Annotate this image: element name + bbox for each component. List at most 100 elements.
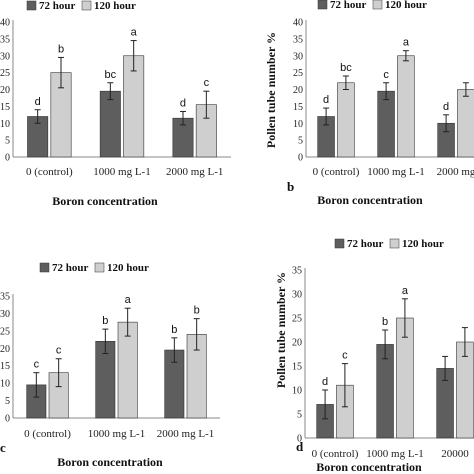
bar-72h <box>99 90 121 158</box>
y-tick-label: 10 <box>0 119 10 130</box>
bar-72h <box>377 90 395 158</box>
x-tick-label: 2000 mg <box>437 166 474 178</box>
y-axis-label: Pollen tube number % <box>274 272 288 388</box>
bar-120h <box>397 55 415 158</box>
x-tick-label: 0 (control) <box>26 166 73 178</box>
y-tick-label: 30 <box>293 51 303 62</box>
y-tick-label: 10 <box>0 379 10 390</box>
significance-label: d <box>323 94 329 106</box>
significance-label: d <box>180 97 186 109</box>
legend-label: 120 hour <box>107 262 149 274</box>
significance-label: c <box>383 69 389 81</box>
x-tick-label: 2000 mg L-1 <box>166 166 223 178</box>
significance-label: b <box>102 315 108 327</box>
legend-swatch-72h <box>334 238 345 249</box>
y-tick-label: 10 <box>293 119 303 130</box>
x-tick-label: 20000 <box>441 448 469 460</box>
y-tick-label: 5 <box>297 410 302 421</box>
panel-label: b <box>287 179 294 194</box>
x-tick-label: 1000 mg L-1 <box>93 166 150 178</box>
chart-panel-3: 0 5 10 15 20 25 30 35 c c 0 (control) b a 1000 mg L-1… <box>0 262 220 469</box>
y-tick-label: 15 <box>293 102 303 113</box>
y-tick-label: 25 <box>0 326 10 337</box>
x-axis-label: Boron concentration <box>57 455 163 469</box>
legend-label: 72 hour <box>347 238 383 250</box>
legend-label: 72 hour <box>330 0 366 11</box>
y-tick-label: 5 <box>5 136 10 147</box>
x-tick-label: 0 (control) <box>24 428 71 440</box>
legend-label: 72 hour <box>52 262 88 274</box>
panel-label: c <box>0 440 6 455</box>
significance-label: c <box>34 359 40 371</box>
y-tick-label: 30 <box>0 51 10 62</box>
significance-label: bc <box>340 62 352 74</box>
x-tick-label: 1000 mg L-1 <box>367 166 424 178</box>
y-tick-label: 0 <box>5 153 10 164</box>
legend-label: 120 hour <box>385 0 427 11</box>
significance-label: bc <box>105 69 117 81</box>
legend-label: 72 hour <box>39 0 75 12</box>
significance-label: a <box>125 294 132 306</box>
significance-label: c <box>342 350 348 362</box>
y-tick-label: 10 <box>292 386 302 397</box>
y-tick-label: 0 <box>297 434 302 445</box>
y-tick-label: 5 <box>298 136 303 147</box>
x-tick-label: 1000 mg L-1 <box>366 448 423 460</box>
y-tick-label: 35 <box>0 292 10 303</box>
legend-label: 120 hour <box>94 0 136 12</box>
x-tick-label: 2000 mg L-1 <box>157 428 214 440</box>
y-tick-label: 15 <box>0 361 10 372</box>
legend-swatch-120h <box>94 262 105 273</box>
legend-swatch-120h <box>372 0 383 10</box>
legend-swatch-72h <box>39 262 50 273</box>
significance-label: c <box>56 345 62 357</box>
y-tick-label: 0 <box>298 153 303 164</box>
y-tick-label: 35 <box>0 34 10 45</box>
x-tick-label: 0 (control) <box>313 166 360 178</box>
chart-panel-1: 0 5 10 15 20 25 30 35 40 d b 0 (control) bc a 1000 mg … <box>0 0 231 208</box>
x-axis-label: Boron concentration <box>316 460 422 474</box>
y-tick-label: 20 <box>292 338 302 349</box>
legend-swatch-120h <box>81 0 92 11</box>
bar-120h <box>457 89 474 158</box>
y-tick-label: 15 <box>292 362 302 373</box>
significance-label: c <box>204 77 210 89</box>
y-tick-label: 35 <box>292 266 302 277</box>
y-tick-label: 25 <box>293 68 303 79</box>
y-tick-label: 5 <box>5 396 10 407</box>
y-tick-label: 15 <box>0 102 10 113</box>
y-tick-label: 40 <box>293 18 303 29</box>
significance-label: b <box>382 316 388 328</box>
chart-panel-2: 0 5 10 15 20 25 30 35 40 d bc 0 (control) c a 1000 mg … <box>264 0 474 207</box>
y-tick-label: 30 <box>0 309 10 320</box>
legend-swatch-72h <box>317 0 328 10</box>
panel-label: d <box>296 439 304 454</box>
significance-label: a <box>402 285 409 297</box>
y-tick-label: 20 <box>0 85 10 96</box>
significance-label: a <box>403 37 410 49</box>
significance-label: d <box>443 101 449 113</box>
y-axis-label: Pollen tube number % <box>264 32 278 148</box>
significance-label: b <box>171 324 177 336</box>
y-tick-label: 30 <box>292 290 302 301</box>
y-tick-label: 20 <box>0 344 10 355</box>
x-axis-label: Boron concentration <box>317 193 423 207</box>
significance-label: b <box>194 305 200 317</box>
significance-label: b <box>58 43 64 55</box>
y-tick-label: 40 <box>0 18 10 29</box>
significance-label: a <box>131 27 138 39</box>
y-tick-label: 25 <box>0 68 10 79</box>
y-tick-label: 20 <box>293 85 303 96</box>
y-tick-label: 25 <box>292 314 302 325</box>
y-tick-label: 0 <box>5 414 10 425</box>
legend-swatch-120h <box>389 238 400 249</box>
legend-label: 120 hour <box>402 238 444 250</box>
bar-120h <box>337 82 355 158</box>
chart-panel-4: 0 5 10 15 20 25 30 35 d c 0 (control) b a 1000 mg L-1… <box>274 238 474 474</box>
x-tick-label: 1000 mg L-1 <box>88 428 145 440</box>
x-tick-label: 0 (control) <box>312 448 359 460</box>
y-tick-label: 35 <box>293 34 303 45</box>
legend-swatch-72h <box>26 0 37 11</box>
x-axis-label: Boron concentration <box>52 194 158 208</box>
